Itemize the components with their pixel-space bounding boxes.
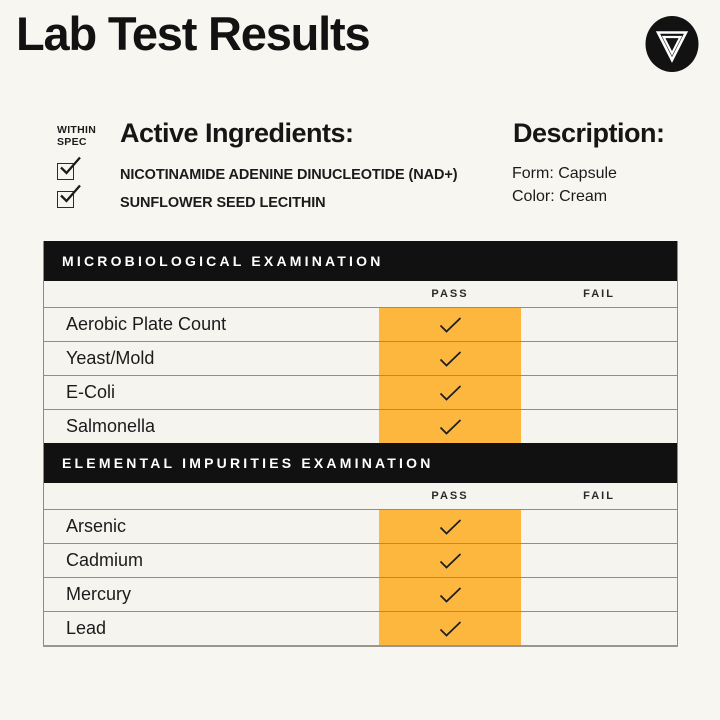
page-title: Lab Test Results bbox=[16, 7, 371, 60]
test-name: Cadmium bbox=[66, 550, 144, 570]
test-name-column-header bbox=[44, 281, 379, 307]
table-row: Yeast/Mold bbox=[44, 341, 677, 375]
pass-cell bbox=[379, 510, 521, 543]
test-name: Yeast/Mold bbox=[66, 348, 155, 368]
description-form: Form: Capsule bbox=[512, 165, 617, 182]
ingredient-checkbox-nad[interactable] bbox=[57, 156, 81, 180]
ingredient-checkbox-lecithin[interactable] bbox=[57, 184, 81, 208]
test-name: E-Coli bbox=[66, 382, 116, 402]
ingredient-label-lecithin: SUNFLOWER SEED LECITHIN bbox=[120, 195, 326, 211]
fail-cell bbox=[521, 612, 677, 645]
pass-column-header: PASS bbox=[431, 288, 469, 300]
test-name: Arsenic bbox=[66, 516, 127, 536]
test-name: Aerobic Plate Count bbox=[66, 314, 227, 334]
pass-check-icon bbox=[439, 552, 461, 569]
within-spec-label: WITHIN SPEC bbox=[57, 124, 96, 148]
pass-check-icon bbox=[439, 350, 461, 367]
pass-cell bbox=[379, 308, 521, 341]
within-spec-line2: SPEC bbox=[57, 136, 87, 148]
pass-check-icon bbox=[439, 620, 461, 637]
table-row: Cadmium bbox=[44, 543, 677, 577]
table-row: E-Coli bbox=[44, 375, 677, 409]
section-header-elemental: ELEMENTAL IMPURITIES EXAMINATION bbox=[44, 443, 677, 483]
fail-cell bbox=[521, 578, 677, 611]
table-row: Lead bbox=[44, 611, 677, 645]
pass-check-icon bbox=[439, 586, 461, 603]
fail-cell bbox=[521, 410, 677, 443]
fail-cell bbox=[521, 308, 677, 341]
test-name-column-header bbox=[44, 483, 379, 509]
description-color: Color: Cream bbox=[512, 188, 608, 205]
pass-cell bbox=[379, 376, 521, 409]
pass-cell bbox=[379, 342, 521, 375]
section-header-microbiological: MICROBIOLOGICAL EXAMINATION bbox=[44, 241, 677, 281]
fail-cell bbox=[521, 510, 677, 543]
within-spec-line1: WITHIN bbox=[57, 124, 97, 136]
pass-cell bbox=[379, 612, 521, 645]
table-row: Aerobic Plate Count bbox=[44, 307, 677, 341]
section-title: MICROBIOLOGICAL EXAMINATION bbox=[62, 253, 384, 269]
test-name: Lead bbox=[66, 618, 107, 638]
pass-check-icon bbox=[439, 384, 461, 401]
checkmark-icon bbox=[60, 184, 81, 203]
pass-cell bbox=[379, 410, 521, 443]
lab-results-table: MICROBIOLOGICAL EXAMINATION PASS FAIL Ae… bbox=[43, 241, 678, 647]
table-row: Salmonella bbox=[44, 409, 677, 443]
fail-column-header: FAIL bbox=[583, 490, 615, 502]
brand-v-triangle-icon bbox=[645, 16, 699, 72]
description-heading: Description: bbox=[513, 118, 665, 148]
pass-column-header: PASS bbox=[431, 490, 469, 502]
ingredient-label-nad: NICOTINAMIDE ADENINE DINUCLEOTIDE (NAD+) bbox=[120, 167, 458, 183]
pass-cell bbox=[379, 578, 521, 611]
pass-check-icon bbox=[439, 518, 461, 535]
column-header-row: PASS FAIL bbox=[44, 483, 677, 509]
pass-check-icon bbox=[439, 316, 461, 333]
fail-cell bbox=[521, 342, 677, 375]
brand-logo bbox=[645, 15, 699, 73]
fail-cell bbox=[521, 376, 677, 409]
fail-cell bbox=[521, 544, 677, 577]
column-header-row: PASS FAIL bbox=[44, 281, 677, 307]
checkmark-icon bbox=[60, 156, 81, 175]
test-name: Salmonella bbox=[66, 416, 156, 436]
fail-column-header: FAIL bbox=[583, 288, 615, 300]
section-title: ELEMENTAL IMPURITIES EXAMINATION bbox=[62, 455, 434, 471]
table-row: Mercury bbox=[44, 577, 677, 611]
table-row: Arsenic bbox=[44, 509, 677, 543]
active-ingredients-heading: Active Ingredients: bbox=[120, 118, 354, 148]
pass-cell bbox=[379, 544, 521, 577]
pass-check-icon bbox=[439, 418, 461, 435]
test-name: Mercury bbox=[66, 584, 132, 604]
